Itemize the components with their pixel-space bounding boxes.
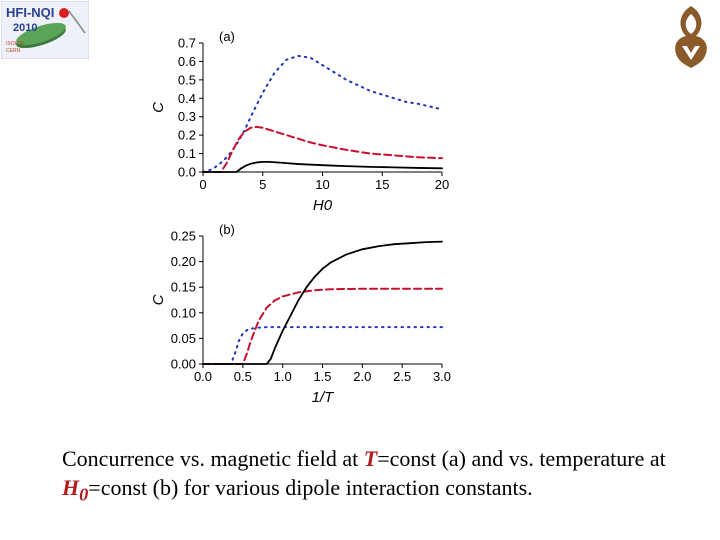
- logo-line1: HFI-NQI: [6, 5, 54, 20]
- chart-b-y-axis-label: C: [150, 294, 167, 305]
- concurrence-charts: 0 5 10 15 20 0.0 0.1 0.2 0.3 0.4 0.5 0.6 0.7 H0 C (a) 0.…: [150, 29, 451, 406]
- chart-b-y-tick-label: 0.10: [171, 305, 196, 320]
- chart-a-y-tick-label: 0.5: [178, 72, 196, 87]
- chart-b-y-tick-label: 0.20: [171, 254, 196, 269]
- chart-a-y-axis-label: C: [150, 102, 167, 113]
- caption-var-h: H: [62, 475, 80, 500]
- chart-b-x-tick-label: 2.0: [353, 369, 371, 384]
- chart-b-x-tick-label: 1.5: [313, 369, 331, 384]
- caption-part2: =const (a) and vs. temperature at: [377, 446, 666, 471]
- chart-a-y-tick-label: 0.7: [178, 36, 196, 51]
- chart-b-panel-label: (b): [219, 222, 235, 237]
- chart-b-x-axis-label: 1/T: [312, 389, 336, 406]
- chart-a-x-tick-label: 10: [315, 177, 329, 192]
- chart-a-x-tick-label: 5: [259, 177, 266, 192]
- chart-a-series-solid: [202, 160, 443, 173]
- conference-logo: HFI-NQI 2010 ISOLDE CERN: [0, 0, 90, 60]
- institute-emblem: [664, 2, 718, 72]
- chart-b-x-tick-label: 2.5: [393, 369, 411, 384]
- chart-b-x-tick-label: 0.0: [194, 369, 212, 384]
- chart-a-x-axis-label: H0: [313, 197, 333, 214]
- chart-b-y-tick-label: 0.15: [171, 280, 196, 295]
- chart-b-series-dotted: [202, 326, 443, 365]
- chart-a-y-tick-label: 0.2: [178, 128, 196, 143]
- caption-part1: Concurrence vs. magnetic field at: [62, 446, 364, 471]
- charts-container: 0 5 10 15 20 0.0 0.1 0.2 0.3 0.4 0.5 0.6 0.7 H0 C (a) 0.…: [150, 25, 470, 420]
- chart-b-y-tick-label: 0.05: [171, 331, 196, 346]
- chart-b-y-tick-label: 0.25: [171, 229, 196, 244]
- chart-a-y-tick-label: 0.0: [178, 165, 196, 180]
- chart-a-series-dotted: [202, 54, 443, 173]
- chart-a-y-tick-label: 0.4: [178, 91, 196, 106]
- logo-line4: CERN: [6, 48, 21, 54]
- chart-b-x-tick-label: 3.0: [433, 369, 451, 384]
- chart-a-y-tick-label: 0.1: [178, 146, 196, 161]
- logo-line2: 2010: [13, 22, 37, 34]
- chart-b-y-tick-label: 0.00: [171, 357, 196, 372]
- caption-var-t: T: [363, 446, 378, 471]
- chart-a-panel-label: (a): [219, 29, 235, 44]
- chart-a-series-dashed: [202, 125, 443, 173]
- caption-part3: =const (b) for various dipole interactio…: [88, 475, 533, 500]
- chart-b-x-tick-label: 0.5: [234, 369, 252, 384]
- chart-a-y-tick-label: 0.6: [178, 54, 196, 69]
- chart-b-series-solid: [202, 240, 443, 365]
- chart-a-x-tick-label: 20: [435, 177, 449, 192]
- chart-a-x-tick-label: 0: [199, 177, 206, 192]
- chart-a-x-tick-label: 15: [375, 177, 389, 192]
- caption-var-h-sub: 0: [79, 484, 89, 505]
- chart-a-y-tick-label: 0.3: [178, 109, 196, 124]
- chart-b-series-dashed: [202, 287, 443, 365]
- logo-line3: ISOLDE: [6, 41, 25, 47]
- chart-b-x-tick-label: 1.0: [274, 369, 292, 384]
- figure-caption: Concurrence vs. magnetic field at T=cons…: [62, 444, 682, 509]
